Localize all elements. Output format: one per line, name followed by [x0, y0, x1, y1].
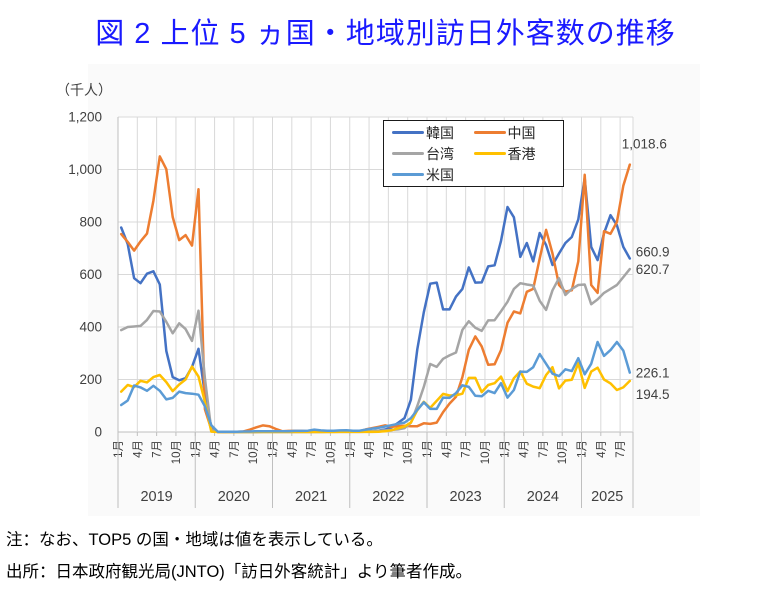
end-value-label-4: 226.1: [636, 366, 670, 381]
end-value-label-0: 660.9: [636, 245, 670, 260]
svg-text:600: 600: [79, 267, 102, 282]
legend-item-usa: 米国: [392, 164, 474, 185]
svg-text:4月: 4月: [287, 440, 299, 458]
end-value-label-3: 194.5: [636, 387, 670, 402]
svg-text:2022: 2022: [372, 489, 404, 505]
legend-item-hongkong: 香港: [473, 143, 556, 164]
svg-text:10月: 10月: [480, 440, 492, 464]
svg-text:1月: 1月: [577, 440, 589, 458]
legend-item-china: 中国: [473, 122, 556, 143]
chart-area: 0 200 400 600 800 1,000 1,200 1月 4月 7月 10月 1月 4月 7月 10…: [40, 64, 700, 516]
usa-line-swatch-icon: [392, 172, 424, 177]
svg-text:800: 800: [79, 215, 102, 230]
china-line-swatch-icon: [473, 130, 506, 135]
legend-label-usa: 米国: [426, 166, 454, 183]
chart-legend: 韓国 中国 台湾 香港 米国: [383, 120, 564, 187]
legend-item-taiwan: 台湾: [392, 143, 474, 164]
svg-text:1月: 1月: [113, 440, 125, 458]
chart-note: 注：なお、TOP5 の国・地域は値を表示している。: [6, 531, 383, 549]
svg-text:7月: 7月: [306, 440, 318, 458]
svg-text:1月: 1月: [268, 440, 280, 458]
legend-label-hongkong: 香港: [507, 145, 536, 162]
y-axis-unit-label: （千人）: [56, 82, 112, 98]
svg-text:0: 0: [94, 425, 102, 440]
svg-text:10月: 10月: [403, 440, 415, 464]
svg-text:4月: 4月: [364, 440, 376, 458]
legend-label-taiwan: 台湾: [426, 145, 454, 162]
svg-text:2023: 2023: [449, 489, 481, 505]
svg-text:1月: 1月: [499, 440, 511, 458]
legend-label-korea: 韓国: [426, 124, 454, 141]
legend-label-china: 中国: [507, 124, 536, 141]
svg-text:4月: 4月: [441, 440, 453, 458]
svg-text:7月: 7月: [461, 440, 473, 458]
svg-text:400: 400: [79, 320, 102, 335]
svg-text:10月: 10月: [557, 440, 569, 464]
svg-text:7月: 7月: [538, 440, 550, 458]
svg-text:7月: 7月: [229, 440, 241, 458]
svg-text:2019: 2019: [140, 489, 172, 505]
end-value-label-2: 620.7: [636, 262, 670, 277]
chart-source: 出所：日本政府観光局(JNTO)「訪日外客統計」より筆者作成。: [6, 563, 472, 581]
korea-line-swatch-icon: [392, 130, 424, 135]
svg-text:4月: 4月: [519, 440, 531, 458]
svg-text:10月: 10月: [248, 440, 260, 464]
svg-text:7月: 7月: [383, 440, 395, 458]
svg-text:2025: 2025: [591, 489, 623, 505]
svg-text:7月: 7月: [152, 440, 164, 458]
taiwan-line-swatch-icon: [392, 151, 424, 156]
svg-text:10月: 10月: [171, 440, 183, 464]
svg-text:2021: 2021: [295, 489, 327, 505]
svg-text:1,200: 1,200: [68, 110, 102, 125]
svg-text:4月: 4月: [596, 440, 608, 458]
svg-text:1,000: 1,000: [68, 162, 102, 177]
legend-item-korea: 韓国: [392, 122, 474, 143]
svg-text:2024: 2024: [527, 489, 559, 505]
svg-text:200: 200: [79, 372, 102, 387]
svg-text:1月: 1月: [190, 440, 202, 458]
hongkong-line-swatch-icon: [473, 151, 506, 156]
series-line-4: [119, 340, 632, 433]
svg-text:7月: 7月: [615, 440, 627, 458]
end-value-label-1: 1,018.6: [622, 137, 667, 152]
svg-text:2020: 2020: [218, 489, 250, 505]
svg-text:4月: 4月: [132, 440, 144, 458]
svg-text:4月: 4月: [210, 440, 222, 458]
svg-text:1月: 1月: [422, 440, 434, 458]
page-title: 図 2 上位 5 ヵ国・地域別訪日外客数の推移: [95, 18, 676, 50]
svg-text:10月: 10月: [325, 440, 337, 464]
line-chart: 0 200 400 600 800 1,000 1,200 1月 4月 7月 10月 1月 4月 7月 10…: [68, 110, 670, 508]
svg-text:1月: 1月: [345, 440, 357, 458]
